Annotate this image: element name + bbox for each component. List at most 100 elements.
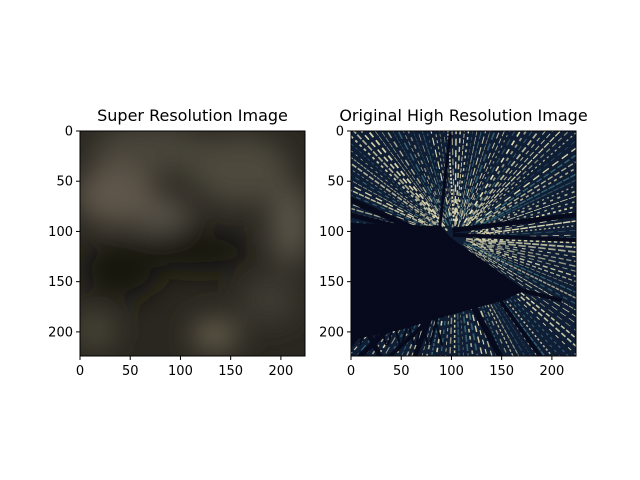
hr-streak (465, 131, 505, 215)
hr-brace (401, 299, 415, 346)
hr-y-tick-label: 50 (327, 175, 344, 190)
hr-streak (475, 238, 576, 244)
super-resolution-title: Super Resolution Image (97, 106, 288, 125)
super-resolution-ticks: 0 50 100 150 200 0 50 100 150 200 (48, 125, 293, 380)
hr-brace (387, 299, 401, 346)
hr-streak (475, 132, 576, 220)
hr-streak (467, 245, 576, 311)
hr-streak (351, 156, 443, 229)
hr-beam (412, 314, 434, 356)
hr-streak (447, 131, 455, 221)
hr-streak (481, 242, 576, 263)
hr-streak (351, 189, 436, 230)
hr-streak (352, 131, 437, 219)
sr-x-tick-label: 0 (76, 364, 84, 379)
hr-streak (374, 131, 441, 218)
hr-streak (456, 249, 483, 356)
sr-blob (190, 135, 290, 205)
hr-x-tick-label: 150 (489, 364, 514, 379)
hr-streak (360, 131, 446, 227)
sr-blob (130, 197, 190, 233)
hr-beam (452, 232, 576, 243)
hr-brace (415, 299, 429, 346)
hr-streak (367, 131, 443, 223)
hr-streak (455, 131, 465, 225)
hr-streak (351, 150, 438, 224)
hr-streak (351, 180, 434, 227)
hr-streak (351, 169, 440, 229)
hr-brace (359, 299, 373, 346)
hr-beam (351, 196, 464, 254)
hr-streak (479, 249, 576, 299)
hr-streak (465, 239, 576, 268)
sr-y-tick-label: 0 (65, 125, 73, 140)
hr-streak (459, 131, 478, 216)
hr-streak (451, 131, 456, 216)
hr-streak (470, 215, 576, 236)
hr-beam (452, 212, 576, 233)
hr-x-tick-label: 0 (347, 364, 355, 379)
hr-streak (463, 254, 520, 356)
sr-blob (270, 185, 305, 265)
hr-x-tick-label: 50 (393, 364, 410, 379)
hr-streak (463, 131, 554, 230)
hr-streak (479, 160, 576, 223)
hr-streak (478, 253, 576, 318)
hr-streak (481, 195, 576, 230)
sr-x-tick-label: 100 (168, 364, 193, 379)
hr-streak (478, 240, 576, 253)
hr-streak (465, 131, 533, 224)
hr-streak (467, 243, 576, 294)
original-hr-ticks: 0 50 100 150 200 0 50 100 150 200 (319, 125, 564, 380)
hr-beam (497, 297, 543, 356)
hr-streak (457, 131, 487, 228)
hr-streak (473, 184, 576, 231)
hr-streak (434, 131, 454, 228)
hr-y-tick-label: 200 (319, 325, 344, 340)
sr-blob (80, 310, 117, 350)
hr-streak (421, 248, 453, 356)
hr-streak (473, 230, 576, 238)
original-hr-panel: Original High Resolution Image 0 50 100 150… (319, 106, 588, 380)
hr-streak (473, 243, 576, 278)
hr-streak (469, 220, 576, 237)
hr-streak (480, 167, 576, 224)
sr-y-tick-label: 200 (48, 325, 73, 340)
hr-streak (455, 250, 464, 356)
super-resolution-panel: Super Resolution Image 0 50 100 150 200 0 50 10… (48, 106, 306, 380)
sr-x-tick-label: 50 (122, 364, 139, 379)
hr-beam (465, 295, 504, 356)
sr-y-tick-label: 50 (56, 175, 73, 190)
hr-streak (466, 131, 562, 227)
hr-streak (471, 240, 576, 258)
hr-streak (380, 131, 446, 224)
hr-streak (351, 184, 447, 234)
original-hr-title: Original High Resolution Image (339, 106, 587, 125)
hr-streak (459, 131, 491, 223)
hr-brace (429, 299, 443, 346)
hr-streak (469, 257, 546, 356)
hr-beam (353, 258, 407, 267)
sr-y-tick-label: 100 (48, 225, 73, 240)
hr-streak (470, 210, 576, 236)
hr-streak (465, 147, 576, 231)
hr-streak (470, 190, 576, 233)
hr-y-tick-label: 0 (336, 125, 344, 140)
hr-streak (469, 241, 576, 272)
sr-x-tick-label: 200 (268, 364, 293, 379)
sr-blob (145, 228, 255, 272)
hr-streak (462, 131, 501, 220)
hr-streak (466, 246, 576, 324)
hr-streak (471, 243, 576, 283)
hr-streak (443, 131, 453, 214)
hr-streak (392, 131, 447, 224)
hr-streak (465, 238, 576, 249)
hr-y-tick-label: 100 (319, 225, 344, 240)
sr-y-tick-label: 150 (48, 275, 73, 290)
hr-streak (421, 131, 452, 225)
hr-streak (480, 248, 576, 288)
hr-streak (460, 131, 516, 228)
hr-streak (475, 173, 576, 228)
hr-streak (402, 131, 445, 216)
